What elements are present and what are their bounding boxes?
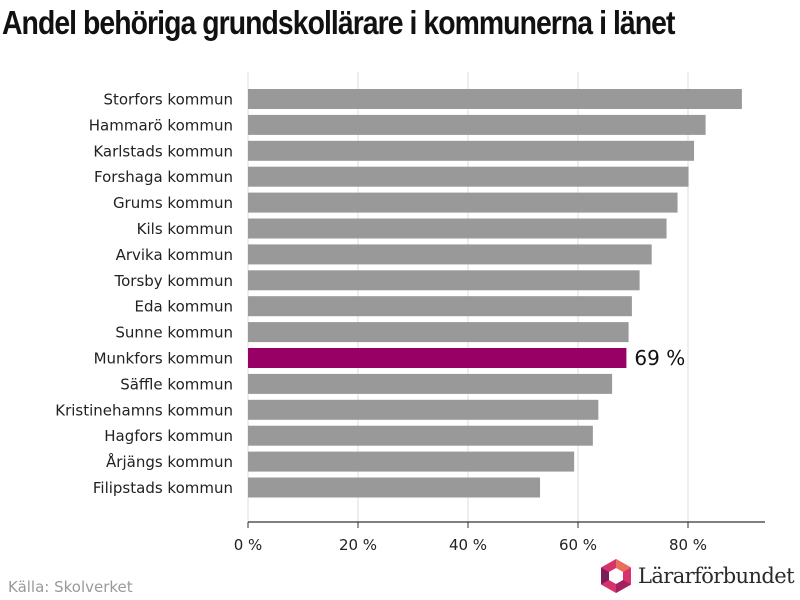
bar	[248, 425, 593, 446]
bar	[248, 451, 575, 472]
x-tick-label: 80 %	[669, 536, 707, 554]
bar	[248, 140, 695, 161]
category-label: Arvika kommun	[116, 246, 233, 264]
logo-text: Lärarförbundet	[638, 564, 795, 588]
bar	[248, 244, 652, 265]
category-label: Grums kommun	[113, 194, 233, 212]
bar	[248, 296, 632, 317]
category-label: Karlstads kommun	[93, 142, 233, 160]
category-label: Eda kommun	[134, 298, 233, 316]
chart-title: Andel behöriga grundskollärare i kommune…	[2, 4, 675, 41]
category-label: Kils kommun	[137, 220, 233, 238]
bar	[248, 399, 599, 420]
category-label: Filipstads kommun	[93, 479, 233, 497]
category-label: Årjängs kommun	[106, 452, 233, 471]
bar	[248, 348, 627, 368]
x-tick-label: 20 %	[339, 536, 377, 554]
bar	[248, 218, 667, 239]
data-label: 69 %	[634, 346, 685, 370]
category-label: Munkfors kommun	[94, 350, 233, 368]
category-label: Sunne kommun	[115, 324, 233, 342]
category-label: Forshaga kommun	[94, 168, 233, 186]
bar	[248, 322, 629, 343]
bar	[248, 166, 689, 187]
category-label: Torsby kommun	[113, 272, 233, 290]
x-tick-label: 60 %	[559, 536, 597, 554]
lararforbundet-logo-icon	[601, 559, 631, 593]
x-tick-label: 40 %	[449, 536, 487, 554]
bar	[248, 192, 678, 213]
bar	[248, 373, 613, 394]
category-label: Hagfors kommun	[104, 427, 233, 445]
bar	[248, 270, 640, 291]
logo: Lärarförbundet	[600, 556, 795, 596]
source-label: Källa: Skolverket	[8, 578, 133, 596]
category-label: Hammarö kommun	[89, 116, 233, 134]
category-label: Storfors kommun	[103, 91, 233, 109]
bar	[248, 89, 742, 109]
category-label: Säffle kommun	[120, 375, 233, 393]
x-tick-label: 0 %	[234, 536, 263, 554]
bar	[248, 114, 706, 135]
bar-chart: 0 % 20 % 40 % 60 % 80 % Storfors kommun Hammar…	[55, 72, 765, 554]
bar	[248, 477, 541, 498]
category-label: Kristinehamns kommun	[55, 401, 233, 419]
